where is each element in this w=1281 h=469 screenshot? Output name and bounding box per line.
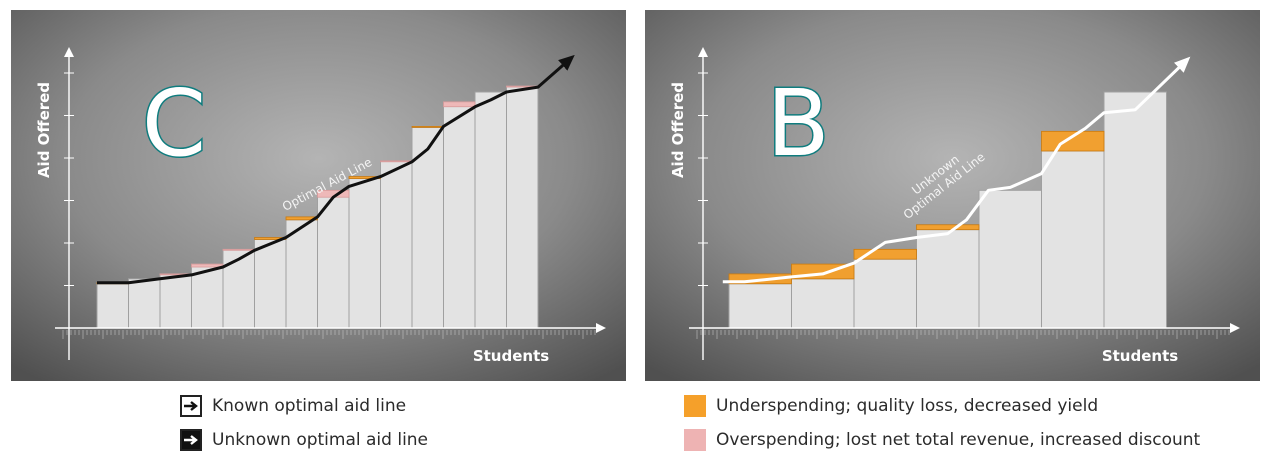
x-axis-label: Students xyxy=(473,347,549,365)
x-tick-ruler xyxy=(696,330,1230,339)
aid-bar xyxy=(1103,91,1167,329)
y-ticks xyxy=(698,72,708,286)
aid-bar xyxy=(791,278,855,329)
aid-bar xyxy=(978,189,1042,329)
overspending-block xyxy=(380,160,413,163)
overspending-block xyxy=(222,248,255,251)
aid-bar xyxy=(474,91,507,329)
legend-under-label: Underspending; quality loss, decreased y… xyxy=(716,396,1099,416)
y-axis-label: Aid Offered xyxy=(35,82,53,178)
underspending-block xyxy=(1041,130,1105,152)
chart-panel-b: Aid Offered Students B UnknownOptimal Aid L… xyxy=(645,10,1260,381)
aid-bar xyxy=(222,248,255,329)
aid-bar xyxy=(159,273,192,329)
aid-bar xyxy=(96,283,129,329)
white-arrow-icon xyxy=(180,429,202,451)
aid-bar xyxy=(728,283,792,329)
aid-bar xyxy=(254,239,287,329)
bars-group xyxy=(96,85,539,329)
legend-unknown-label: Unknown optimal aid line xyxy=(212,430,429,450)
aid-bar xyxy=(853,258,917,329)
legend-spending: Underspending; quality loss, decreased y… xyxy=(684,393,1200,461)
aid-line xyxy=(722,56,1191,284)
panel-letter: C xyxy=(142,70,206,177)
legend-item-known: Known optimal aid line xyxy=(180,393,428,419)
overspending-block xyxy=(443,101,476,108)
aid-bar xyxy=(128,278,161,329)
aid-bar xyxy=(506,85,539,329)
underspending-block xyxy=(853,248,917,260)
legend-over-label: Overspending; lost net total revenue, in… xyxy=(716,430,1201,450)
aid-bar xyxy=(916,229,980,329)
legend-item-underspending: Underspending; quality loss, decreased y… xyxy=(684,393,1200,419)
underspending-block xyxy=(916,224,980,231)
legend-item-unknown: Unknown optimal aid line xyxy=(180,427,428,453)
x-axis-label: Students xyxy=(1102,347,1178,365)
legend-aid-lines: Known optimal aid line Unknown optimal a… xyxy=(180,393,428,461)
legend-item-overspending: Overspending; lost net total revenue, in… xyxy=(684,427,1200,453)
aid-line xyxy=(97,54,575,285)
y-ticks xyxy=(64,72,74,286)
underspending-block xyxy=(411,126,444,128)
aid-bar xyxy=(317,189,350,329)
overspending-block xyxy=(191,263,224,268)
orange-swatch xyxy=(684,395,706,417)
panel-letter: B xyxy=(766,70,829,177)
pink-swatch xyxy=(684,429,706,451)
black-arrow-icon xyxy=(180,395,202,417)
aid-bar xyxy=(380,160,413,329)
aid-bar xyxy=(1041,150,1105,329)
aid-bar xyxy=(348,178,381,329)
legend-known-label: Known optimal aid line xyxy=(212,396,407,416)
chart-panel-c: Aid Offered Students C Optimal Aid Line xyxy=(11,10,626,381)
y-axis-label: Aid Offered xyxy=(669,82,687,178)
aid-bar xyxy=(443,101,476,329)
x-tick-ruler xyxy=(62,330,596,339)
